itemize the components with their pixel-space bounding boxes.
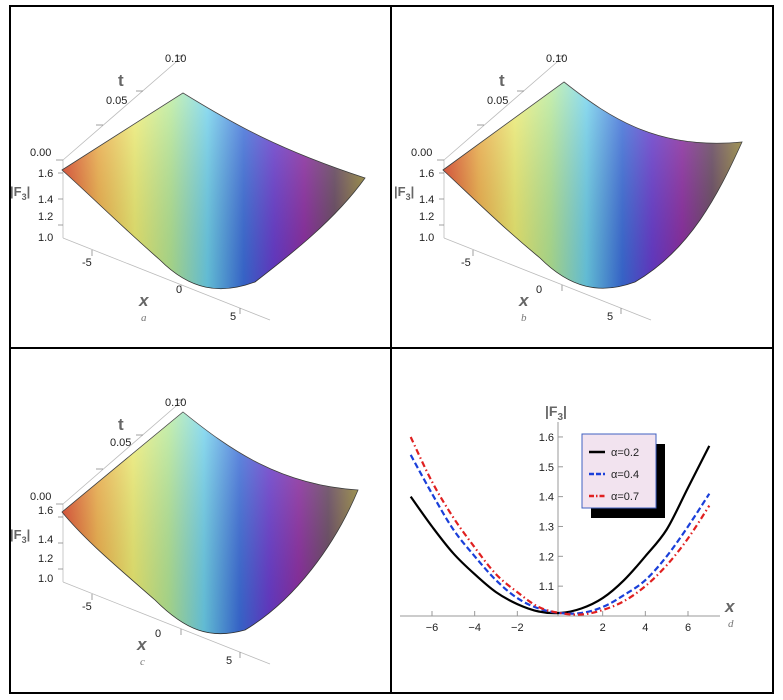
panel-sublabel: a (141, 312, 147, 324)
surface-shading (443, 82, 742, 289)
t-tick-0: 0.00 (30, 491, 51, 503)
series-line-1 (409, 454, 711, 615)
x-axis-label: x (518, 291, 530, 310)
z-tick-0: 1.6 (419, 168, 434, 180)
z-axis-label: |F3| (394, 184, 414, 202)
x-tick-label: 6 (685, 622, 691, 634)
svg-text:|F3|: |F3| (10, 527, 30, 545)
x-tick-label: 2 (600, 622, 606, 634)
z-tick-3: 1.0 (419, 232, 434, 244)
t-axis-label: t (118, 71, 124, 90)
z-tick-2: 1.2 (419, 211, 434, 223)
line-chart-panel-d: −6 −4 −2 2 4 6 1.1 1.2 1.3 1.4 1.5 1.6 |F3| x d α=0… (400, 403, 736, 634)
t-tick-2: 0.10 (546, 53, 567, 65)
panel-sublabel: c (140, 656, 145, 668)
x-tick-2: 5 (607, 311, 613, 323)
axis-ticks (437, 55, 622, 314)
x-tick-0: -5 (82, 257, 92, 269)
x-axis-label: x (724, 597, 736, 616)
surface-shading (62, 412, 358, 634)
z-tick-1: 1.4 (419, 194, 434, 206)
x-tick-1: 0 (176, 284, 182, 296)
panel-sublabel: d (728, 618, 734, 630)
y-tick-label: 1.3 (539, 521, 554, 533)
legend-label-2: α=0.7 (611, 491, 639, 503)
chart-ticks: −6 −4 −2 2 4 6 1.1 1.2 1.3 1.4 1.5 1.6 (426, 432, 691, 634)
axis-ticks (56, 399, 241, 658)
surface-panel-c: 0.00 0.05 0.10 t 1.6 1.4 1.2 1.0 |F3| -5… (10, 397, 359, 668)
legend-box (581, 433, 657, 509)
chart-series (409, 436, 711, 616)
x-tick-2: 5 (230, 311, 236, 323)
z-tick-3: 1.0 (38, 232, 53, 244)
x-tick-0: -5 (82, 601, 92, 613)
y-tick-label: 1.6 (539, 432, 554, 444)
t-tick-1: 0.05 (487, 95, 508, 107)
z-tick-3: 1.0 (38, 573, 53, 585)
x-tick-2: 5 (226, 655, 232, 667)
z-tick-0: 1.6 (38, 168, 53, 180)
z-axis-label: |F3| (10, 184, 30, 202)
z-tick-0: 1.6 (38, 505, 53, 517)
x-tick-label: −2 (511, 622, 524, 634)
legend: α=0.2 α=0.4 α=0.7 (581, 433, 665, 518)
x-tick-label: −4 (468, 622, 481, 634)
t-tick-1: 0.05 (110, 437, 131, 449)
t-axis-label: t (499, 71, 505, 90)
y-tick-label: 1.1 (539, 581, 554, 593)
t-tick-2: 0.10 (165, 397, 186, 409)
t-tick-0: 0.00 (411, 147, 432, 159)
surface-shading (62, 93, 365, 289)
axis-ticks (56, 55, 241, 314)
x-axis-label: x (136, 635, 148, 654)
x-tick-1: 0 (155, 628, 161, 640)
svg-text:|F3|: |F3| (10, 184, 30, 202)
x-tick-0: -5 (461, 257, 471, 269)
z-tick-1: 1.4 (38, 534, 53, 546)
t-tick-1: 0.05 (106, 95, 127, 107)
y-tick-label: 1.4 (539, 492, 554, 504)
y-axis-label: |F3| (545, 403, 567, 423)
legend-label-1: α=0.4 (611, 469, 639, 481)
x-tick-label: 4 (642, 622, 648, 634)
svg-text:|F3|: |F3| (394, 184, 414, 202)
y-tick-label: 1.5 (539, 462, 554, 474)
y-tick-label: 1.2 (539, 551, 554, 563)
z-axis-label: |F3| (10, 527, 30, 545)
x-tick-label: −6 (426, 622, 439, 634)
series-line-2 (409, 436, 711, 616)
z-tick-1: 1.4 (38, 194, 53, 206)
z-tick-2: 1.2 (38, 553, 53, 565)
t-tick-0: 0.00 (30, 147, 51, 159)
t-tick-2: 0.10 (165, 53, 186, 65)
chart-axes (400, 422, 720, 617)
x-axis-label: x (138, 291, 150, 310)
t-axis-label: t (118, 415, 124, 434)
panel-sublabel: b (521, 312, 527, 324)
legend-label-0: α=0.2 (611, 447, 639, 459)
surface-panel-a: 0.00 0.05 0.10 t 1.6 1.4 1.2 1.0 |F3| -5… (10, 53, 366, 324)
x-tick-1: 0 (536, 284, 542, 296)
svg-text:|F3|: |F3| (545, 403, 567, 423)
surface-panel-b: 0.00 0.05 0.10 t 1.6 1.4 1.2 1.0 |F3| -5… (394, 53, 743, 324)
z-tick-2: 1.2 (38, 211, 53, 223)
